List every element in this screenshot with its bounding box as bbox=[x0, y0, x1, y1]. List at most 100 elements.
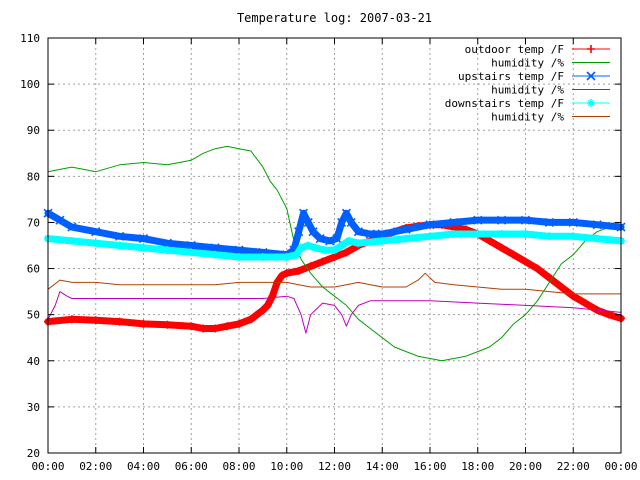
data-point bbox=[115, 231, 125, 241]
data-point bbox=[263, 301, 272, 310]
data-point bbox=[163, 320, 172, 329]
data-point bbox=[163, 246, 172, 255]
y-tick-label: 110 bbox=[20, 32, 40, 45]
data-point bbox=[592, 220, 602, 230]
data-point bbox=[365, 229, 375, 239]
y-tick-label: 100 bbox=[20, 78, 40, 91]
data-point bbox=[67, 315, 76, 324]
data-point bbox=[402, 234, 411, 243]
data-point bbox=[557, 283, 566, 291]
x-tick-label: 02:00 bbox=[79, 460, 112, 473]
data-point bbox=[306, 262, 315, 271]
data-point bbox=[235, 319, 243, 328]
y-tick-label: 90 bbox=[27, 124, 40, 137]
data-point bbox=[211, 250, 220, 259]
data-point bbox=[320, 246, 329, 255]
data-point bbox=[337, 241, 346, 250]
series-2 bbox=[47, 145, 622, 362]
y-tick-label: 40 bbox=[27, 355, 40, 368]
data-point bbox=[581, 299, 590, 308]
data-point bbox=[311, 243, 320, 252]
data-point bbox=[211, 324, 220, 333]
data-point bbox=[569, 232, 578, 241]
x-tick-label: 04:00 bbox=[127, 460, 160, 473]
x-tick-label: 20:00 bbox=[509, 460, 542, 473]
data-point bbox=[605, 310, 614, 319]
data-point bbox=[138, 234, 149, 244]
data-point bbox=[509, 250, 518, 259]
data-point bbox=[91, 239, 100, 248]
x-tick-label: 08:00 bbox=[222, 460, 255, 473]
data-point bbox=[67, 222, 77, 232]
data-point bbox=[199, 324, 208, 333]
data-point bbox=[426, 232, 434, 241]
y-tick-label: 20 bbox=[27, 447, 40, 460]
series-4 bbox=[47, 291, 622, 334]
data-point bbox=[401, 224, 411, 234]
y-tick-label: 60 bbox=[27, 263, 40, 276]
data-point bbox=[67, 236, 76, 245]
y-tick-label: 70 bbox=[27, 216, 40, 229]
data-point bbox=[162, 238, 172, 248]
data-point bbox=[91, 316, 100, 325]
data-point bbox=[55, 215, 65, 225]
x-tick-label: 00:00 bbox=[31, 460, 64, 473]
data-point bbox=[282, 253, 291, 262]
data-point bbox=[258, 306, 267, 315]
data-point bbox=[497, 229, 506, 238]
data-point bbox=[485, 236, 494, 245]
series-line bbox=[47, 145, 622, 362]
data-point bbox=[139, 243, 148, 252]
data-point bbox=[353, 227, 363, 237]
series-6 bbox=[47, 272, 622, 295]
data-point bbox=[473, 215, 483, 225]
legend-label: humidity /% bbox=[491, 84, 564, 97]
chart-title: Temperature log: 2007-03-21 bbox=[237, 11, 432, 25]
data-point bbox=[342, 248, 351, 257]
y-tick-label: 30 bbox=[27, 401, 40, 414]
data-point bbox=[354, 239, 363, 248]
x-tick-label: 10:00 bbox=[270, 460, 303, 473]
data-point bbox=[303, 217, 313, 228]
data-point bbox=[325, 236, 335, 246]
data-point bbox=[268, 292, 277, 301]
data-point bbox=[473, 229, 482, 238]
legend-label: humidity /% bbox=[491, 57, 564, 70]
data-point bbox=[308, 227, 318, 237]
series-line bbox=[44, 221, 625, 332]
grid bbox=[48, 38, 621, 453]
data-point bbox=[187, 322, 196, 331]
data-point bbox=[234, 245, 244, 255]
data-point bbox=[346, 217, 356, 228]
series-line bbox=[47, 272, 622, 295]
y-tick-label: 80 bbox=[27, 170, 40, 183]
y-tick-label: 50 bbox=[27, 309, 40, 322]
x-axis: 00:00 02:00 04:00 06:00 08:00 10:00 12:00 14:00… bbox=[31, 38, 638, 473]
x-tick-label: 06:00 bbox=[175, 460, 208, 473]
data-point bbox=[425, 220, 435, 230]
data-point bbox=[378, 236, 387, 245]
x-tick-label: 00:00 bbox=[604, 460, 637, 473]
data-point bbox=[115, 241, 124, 250]
data-point bbox=[91, 227, 101, 237]
data-point bbox=[520, 215, 531, 225]
data-point bbox=[318, 257, 327, 266]
series-line bbox=[44, 209, 625, 259]
data-point bbox=[297, 243, 306, 252]
data-point bbox=[344, 236, 353, 245]
x-tick-label: 22:00 bbox=[557, 460, 590, 473]
legend-label: humidity /% bbox=[491, 111, 564, 124]
x-tick-label: 18:00 bbox=[461, 460, 494, 473]
x-tick-label: 16:00 bbox=[413, 460, 446, 473]
legend-label: upstairs temp /F bbox=[458, 70, 564, 83]
data-point bbox=[332, 234, 342, 244]
legend-label: downstairs temp /F bbox=[445, 97, 564, 110]
data-point bbox=[115, 317, 124, 326]
data-point bbox=[258, 253, 267, 262]
data-point bbox=[449, 217, 459, 228]
y-axis: 20 30 40 50 60 70 80 90 100 110 bbox=[20, 32, 621, 460]
data-point bbox=[223, 322, 232, 331]
series-line bbox=[47, 291, 622, 334]
